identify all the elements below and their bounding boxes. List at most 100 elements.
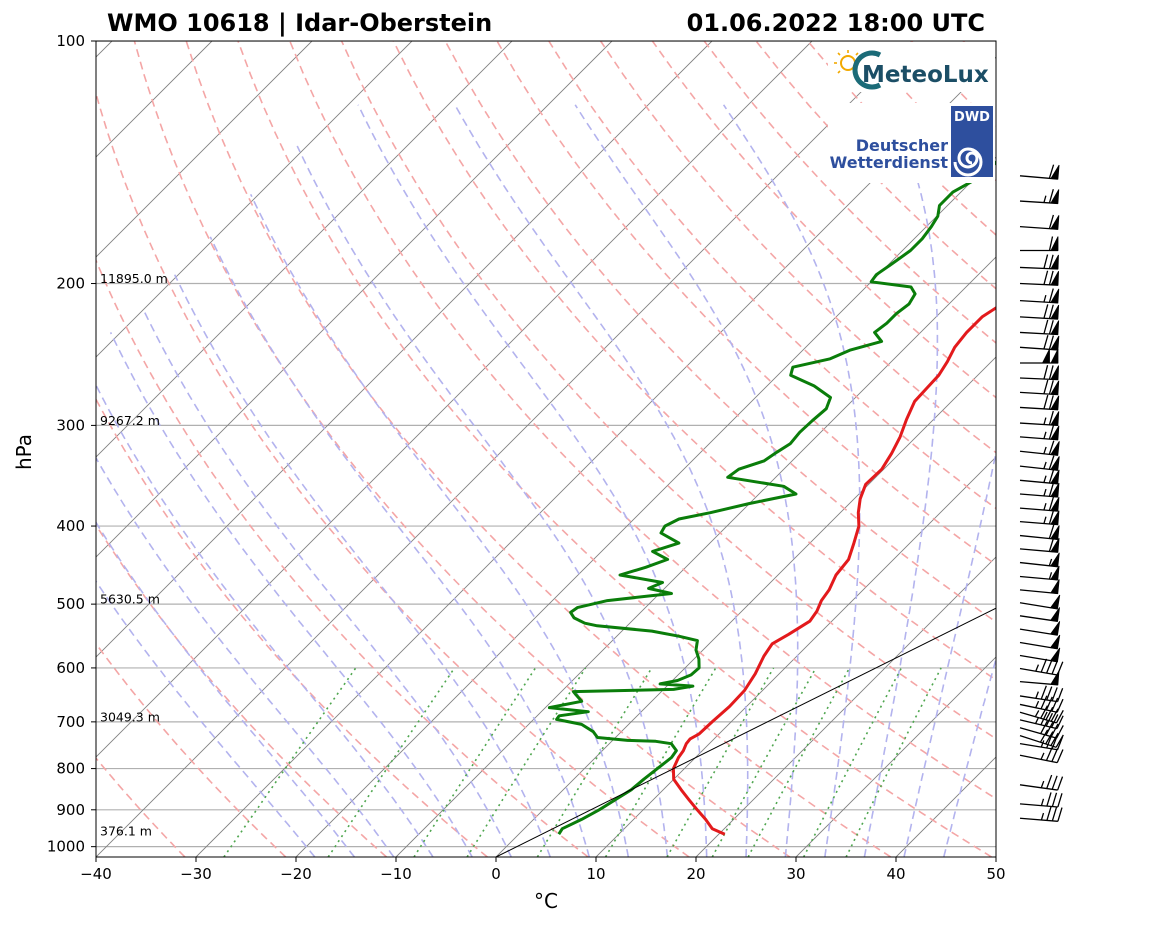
wind-barb [1019, 774, 1064, 791]
wind-barb [1019, 565, 1060, 581]
y-axis: 100 200 300 400 500 600 700 800 900 1000 [47, 32, 96, 856]
mixing-ratio-line [802, 667, 903, 857]
y-tick-label: 700 [56, 713, 85, 731]
dry-adiabat [96, 523, 388, 857]
wind-barb [1019, 647, 1061, 663]
wind-barb [1019, 379, 1060, 396]
moist-adiabat [357, 104, 708, 857]
moist-adiabat [209, 236, 591, 857]
wind-barb [1019, 720, 1064, 739]
meteolux-logo: MeteoLux [828, 42, 995, 92]
dry-adiabat [237, 41, 993, 857]
wind-barb [1019, 425, 1060, 441]
x-tick-label: 40 [886, 865, 905, 883]
x-tick-label: 30 [786, 865, 805, 883]
isotherm-line [96, 41, 713, 658]
dry-adiabat [96, 642, 287, 857]
moist-adiabat [722, 104, 861, 857]
wind-barb [1019, 214, 1060, 230]
svg-text:MeteoLux: MeteoLux [862, 62, 989, 88]
dry-adiabat [185, 41, 892, 857]
y-tick-label: 300 [56, 416, 85, 434]
moist-adiabat [96, 579, 316, 857]
height-label: 376.1 m [100, 824, 152, 839]
plot-frame [95, 40, 997, 858]
wind-barb [1019, 705, 1064, 724]
dry-adiabat [496, 41, 996, 566]
x-axis: −40 −30 −20 −10 0 10 20 30 40 50 [80, 857, 1006, 883]
isobar-grid [96, 41, 996, 848]
isotherm-line [96, 41, 813, 758]
moist-adiabat [249, 193, 630, 857]
datetime-title: 01.06.2022 18:00 UTC [687, 9, 985, 37]
dry-adiabat [96, 756, 186, 857]
dry-adiabat [289, 41, 996, 800]
mixing-ratio-line [327, 667, 456, 857]
moist-adiabat [943, 655, 996, 857]
wind-barb [1019, 524, 1060, 541]
moist-adiabats [96, 104, 996, 857]
wind-barb [1019, 552, 1060, 568]
height-label: 11895.0 m [100, 271, 168, 286]
wind-barb [1020, 348, 1059, 364]
mixing-ratio-line [536, 667, 653, 857]
wind-barb [1019, 496, 1060, 512]
isotherm-line [96, 41, 513, 458]
wind-barb [1019, 594, 1061, 610]
dry-adiabat [96, 258, 589, 857]
reference-0C-isotherm-line [495, 607, 996, 857]
isotherm-line [495, 356, 996, 857]
mixing-ratio-lines [223, 667, 942, 857]
dry-adiabats [96, 41, 996, 857]
wind-barb [1020, 236, 1059, 252]
isotherm-line [595, 456, 996, 857]
moist-adiabat [454, 104, 749, 857]
wind-barb [1019, 579, 1060, 595]
moist-adiabat [96, 383, 434, 857]
isotherm-line [0, 41, 12, 857]
dry-adiabat [548, 41, 996, 510]
wind-barb [1019, 634, 1061, 650]
wind-barb [1019, 729, 1064, 748]
y-tick-label: 900 [56, 801, 85, 819]
x-tick-label: −40 [80, 865, 112, 883]
isotherm-line [96, 41, 913, 857]
wind-barb [1019, 270, 1059, 286]
wind-barb [1019, 410, 1060, 427]
sounding-series [495, 160, 996, 857]
wind-barb [1019, 685, 1064, 703]
y-tick-label: 1000 [47, 838, 85, 856]
x-axis-label: °C [534, 889, 558, 913]
temperature-line [671, 306, 996, 836]
dry-adiabat [133, 41, 791, 857]
dry-adiabat [340, 41, 996, 740]
wind-barb [1019, 711, 1064, 730]
wind-barb [1019, 695, 1064, 713]
mixing-ratio-line [466, 667, 587, 857]
wind-barb [1019, 537, 1060, 553]
moist-adiabat [173, 274, 552, 857]
moist-adiabat [96, 520, 356, 857]
mixing-ratio-line [413, 667, 537, 857]
swirl-icon [953, 147, 983, 177]
isotherm-line [96, 41, 613, 558]
moist-adiabat [109, 332, 473, 857]
moist-adiabat [863, 104, 939, 857]
isotherm-line [995, 856, 996, 857]
wind-barb [1019, 254, 1059, 270]
wind-barb [1019, 482, 1060, 498]
wind-barb [1019, 806, 1063, 822]
wind-barb [1019, 455, 1060, 471]
svg-text:Deutscher: Deutscher [856, 136, 948, 155]
y-tick-label: 800 [56, 760, 85, 778]
dry-adiabat [96, 397, 488, 857]
wind-barb [1019, 747, 1064, 764]
mixing-ratio-line [845, 667, 942, 857]
x-tick-label: 50 [986, 865, 1005, 883]
height-labels: 11895.0 m 9267.2 m 5630.5 m 3049.3 m 376.1 m [100, 271, 168, 838]
x-tick-label: −20 [280, 865, 312, 883]
height-label: 3049.3 m [100, 709, 160, 724]
x-tick-label: 0 [491, 865, 501, 883]
isotherm-line [96, 41, 313, 258]
